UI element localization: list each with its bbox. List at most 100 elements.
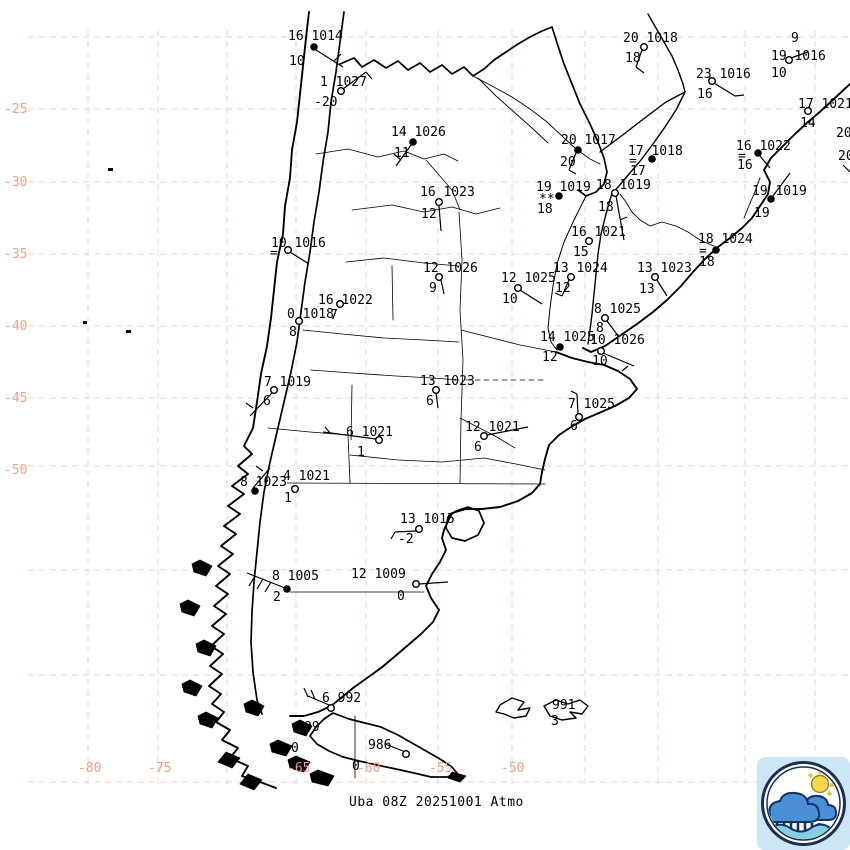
wind-barb — [384, 743, 404, 752]
station-marker — [575, 413, 584, 422]
station-marker — [291, 485, 300, 494]
valdes-peninsula — [445, 506, 485, 542]
pacific-coast — [208, 11, 310, 789]
wind-barb — [315, 49, 344, 68]
station-temp-pressure: 18 1024 — [698, 232, 753, 247]
wind-barb — [252, 467, 271, 489]
station-temp-pressure: 7 1019 — [264, 375, 311, 390]
station-temp-pressure: 12 1021 — [465, 420, 520, 435]
station-temp-pressure: 0 1018 — [287, 307, 334, 322]
cloud-icon — [768, 791, 838, 823]
upper-parana — [647, 13, 686, 93]
station-temp-pressure: 991 — [552, 698, 576, 713]
station-temp-pressure: 12 1026 — [423, 261, 478, 276]
wind-barb — [519, 289, 543, 305]
argentina-coast — [289, 351, 638, 717]
coastal-lagoon — [743, 177, 761, 219]
station-temp-pressure: 6 992 — [322, 691, 362, 706]
wind-barb — [713, 82, 736, 97]
station-dewpoint: 19 — [754, 206, 770, 221]
station-dewpoint: 3 — [551, 714, 559, 729]
station-dewpoint: 18 — [699, 255, 715, 270]
station-dewpoint: 20 — [560, 155, 576, 170]
wind-barb — [790, 51, 809, 59]
station-marker — [409, 138, 417, 146]
station-weather-symbol: = — [699, 244, 707, 259]
station-temp-pressure: 10 1016 — [271, 236, 326, 251]
wind-barb — [333, 53, 342, 62]
wind-barb — [435, 392, 439, 409]
station-dewpoint: 15 — [573, 245, 589, 260]
weather-service-logo — [757, 757, 850, 850]
station-marker — [337, 86, 346, 95]
station-markers-layer — [245, 43, 850, 759]
wind-barb — [394, 530, 417, 533]
station-dewpoint: 1 — [284, 491, 292, 506]
station-temp-pressure: 19 1019 — [536, 180, 591, 195]
station-marker — [251, 487, 259, 495]
brazil-uruguay-coast — [582, 83, 850, 353]
map-coastlines-borders — [83, 11, 850, 791]
station-temp-pressure: 9 — [791, 31, 799, 46]
station-marker — [754, 149, 762, 157]
wind-barb — [310, 689, 316, 700]
station-marker — [283, 585, 291, 593]
wind-barb — [615, 195, 625, 241]
station-temp-pressure: 6 1021 — [346, 425, 393, 440]
station-temp-pressure: 16 1022 — [318, 293, 373, 308]
station-marker — [556, 343, 564, 351]
station-temp-pressure: 4 1021 — [283, 469, 330, 484]
station-temp-pressure: 16 1014 — [288, 29, 343, 44]
station-marker — [585, 236, 594, 245]
station-dewpoint: 17 — [630, 164, 646, 179]
wind-barb — [248, 575, 256, 587]
station-marker — [310, 43, 318, 51]
wind-barb — [656, 279, 668, 297]
station-marker — [435, 197, 444, 206]
logo-graphic — [757, 757, 850, 850]
wind-barb — [322, 431, 377, 440]
station-temp-pressure: 13 1015 — [400, 512, 455, 527]
station-marker — [555, 192, 563, 200]
wind-barb — [264, 581, 272, 593]
station-dewpoint: 10 — [592, 354, 608, 369]
longitude-label: -65 — [287, 761, 311, 776]
wind-barb — [561, 279, 570, 297]
wind-barb — [734, 94, 745, 97]
wind-barb — [621, 365, 629, 372]
station-dewpoint: 1 — [357, 445, 365, 460]
wind-barb — [324, 426, 332, 435]
station-dewpoint: 9 — [429, 281, 437, 296]
longitude-label: -50 — [501, 761, 525, 776]
latitude-label: -50 — [4, 463, 28, 478]
station-dewpoint: 2 — [273, 590, 281, 605]
wind-barb — [772, 172, 791, 197]
graticule-grid — [28, 30, 848, 786]
station-dewpoint: 6 — [263, 394, 271, 409]
station-temp-pressure: 19 1019 — [752, 184, 807, 199]
station-marker — [567, 273, 576, 282]
wind-barb — [303, 687, 309, 698]
station-temp-pressure: 99 — [304, 720, 320, 735]
station-dewpoint: 8 — [289, 325, 297, 340]
station-temp-pressure: 13 1023 — [637, 261, 692, 276]
andes-border — [250, 11, 345, 715]
wind-barb — [256, 578, 264, 590]
wind-barb — [393, 153, 402, 161]
station-dewpoint: 12 — [555, 281, 571, 296]
pacific-island-specks — [83, 168, 131, 333]
wind-barb — [249, 392, 273, 417]
wind-barb — [568, 169, 577, 175]
wind-barb — [438, 205, 442, 232]
station-marker — [327, 704, 336, 713]
station-temp-pressure: 20 1017 — [561, 133, 616, 148]
station-dewpoint: -2 — [398, 532, 414, 547]
wind-barb — [342, 71, 367, 90]
station-dewpoint: 8 — [596, 321, 604, 336]
longitude-label: -75 — [148, 761, 172, 776]
station-marker — [640, 43, 649, 52]
wind-barb — [759, 155, 771, 169]
